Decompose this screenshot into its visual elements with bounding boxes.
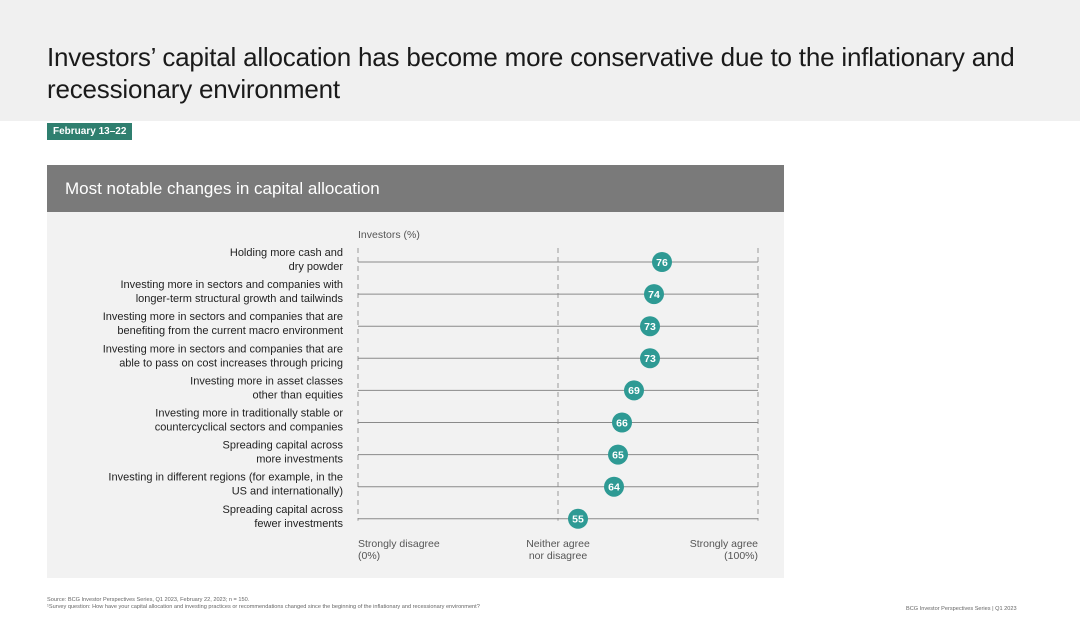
- chart-row: Investing more in sectors and companies …: [103, 311, 758, 337]
- category-label: Investing in different regions (for exam…: [108, 472, 343, 498]
- data-label: 74: [648, 289, 660, 301]
- category-label-line: Investing in different regions (for exam…: [108, 472, 343, 484]
- category-label: Spreading capital across fewer investment…: [223, 504, 344, 530]
- data-point: [568, 508, 588, 529]
- data-point: [652, 252, 672, 272]
- category-label-line: Spreading capital across: [223, 504, 344, 516]
- title-band: [0, 0, 1080, 121]
- x-axis-labels: Strongly disagree (0%) Neither agree nor di…: [358, 538, 758, 562]
- data-label: 64: [608, 482, 620, 494]
- category-label: Investing more in asset classes other tha…: [190, 375, 343, 401]
- chart-rows: Holding more cash and dry powder 76 Investi…: [103, 247, 758, 530]
- data-point: [640, 316, 660, 337]
- data-point: [624, 380, 644, 401]
- category-label-line: Investing more in sectors and companies …: [103, 311, 343, 323]
- category-label-line: Spreading capital across: [223, 440, 344, 452]
- data-point: [604, 476, 624, 497]
- chart-row: Spreading capital across fewer investment…: [223, 504, 758, 530]
- category-label-line: Holding more cash and: [230, 247, 343, 259]
- survey-question-note: ¹Survey question: How have your capital …: [47, 604, 480, 610]
- x-axis-label-line: Strongly disagree: [358, 538, 440, 550]
- source-note: Source: BCG Investor Perspectives Series…: [47, 597, 250, 603]
- category-label: Investing more in sectors and companies …: [103, 311, 343, 337]
- category-label-line: Investing more in asset classes: [190, 375, 343, 387]
- chart-row: Investing more in sectors and companies …: [103, 343, 758, 369]
- category-label-line: fewer investments: [254, 518, 343, 530]
- category-label-line: benefiting from the current macro enviro…: [117, 325, 343, 337]
- data-label: 73: [644, 321, 656, 333]
- chart-row: Holding more cash and dry powder 76: [230, 247, 758, 273]
- chart-panel-header: Most notable changes in capital allocati…: [47, 165, 784, 212]
- category-label: Investing more in traditionally stable o…: [155, 408, 344, 434]
- x-axis-label-line: (100%): [724, 550, 758, 562]
- category-label-line: more investments: [256, 454, 343, 466]
- category-label-line: dry powder: [289, 261, 344, 273]
- chart-panel: Most notable changes in capital allocati…: [47, 165, 784, 578]
- data-point: [644, 284, 664, 305]
- category-label-line: countercyclical sectors and companies: [155, 422, 344, 434]
- x-axis-label: Strongly disagree (0%): [358, 538, 440, 562]
- x-axis-label-line: nor disagree: [529, 550, 588, 562]
- category-label: Holding more cash and dry powder: [230, 247, 343, 273]
- x-axis-label-line: Neither agree: [526, 538, 590, 550]
- category-label-line: longer-term structural growth and tailwi…: [136, 293, 344, 305]
- dot-chart: Investors (%) Holding more cash and dry p…: [103, 229, 759, 562]
- x-axis-label: Neither agree nor disagree: [526, 538, 590, 562]
- data-label: 76: [656, 257, 668, 269]
- data-label: 73: [644, 353, 656, 365]
- x-axis-label: Strongly agree (100%): [690, 538, 758, 562]
- data-label: 65: [612, 449, 624, 461]
- footer-series: BCG Investor Perspectives Series | Q1 20…: [906, 606, 1017, 612]
- data-label: 55: [572, 514, 584, 526]
- data-point: [608, 444, 628, 465]
- chart-row: Investing more in sectors and companies …: [120, 279, 758, 305]
- category-label-line: able to pass on cost increases through p…: [119, 357, 343, 369]
- gridlines: [357, 248, 759, 521]
- category-label-line: US and internationally): [232, 486, 343, 498]
- chart-title: Most notable changes in capital allocati…: [65, 179, 380, 198]
- x-axis-label-line: (0%): [358, 550, 380, 562]
- category-label-line: Investing more in traditionally stable o…: [155, 408, 343, 420]
- category-label-line: Investing more in sectors and companies …: [120, 279, 343, 291]
- category-label: Investing more in sectors and companies …: [120, 279, 343, 305]
- category-label: Spreading capital across more investments: [223, 440, 344, 466]
- data-point: [640, 348, 660, 369]
- category-label-line: other than equities: [252, 389, 343, 401]
- axis-title: Investors (%): [358, 229, 420, 241]
- date-tag: February 13–22: [47, 123, 133, 140]
- chart-row: Investing in different regions (for exam…: [108, 472, 758, 498]
- data-label: 69: [628, 385, 640, 397]
- page-title: Investors’ capital allocation has become…: [47, 42, 1015, 104]
- chart-row: Investing more in asset classes other tha…: [190, 375, 758, 401]
- data-label: 66: [616, 417, 628, 429]
- data-point: [612, 412, 632, 433]
- category-label: Investing more in sectors and companies …: [103, 343, 343, 369]
- chart-row: Investing more in traditionally stable o…: [155, 408, 758, 434]
- chart-row: Spreading capital across more investments…: [223, 440, 758, 466]
- category-label-line: Investing more in sectors and companies …: [103, 343, 343, 355]
- x-axis-label-line: Strongly agree: [690, 538, 758, 550]
